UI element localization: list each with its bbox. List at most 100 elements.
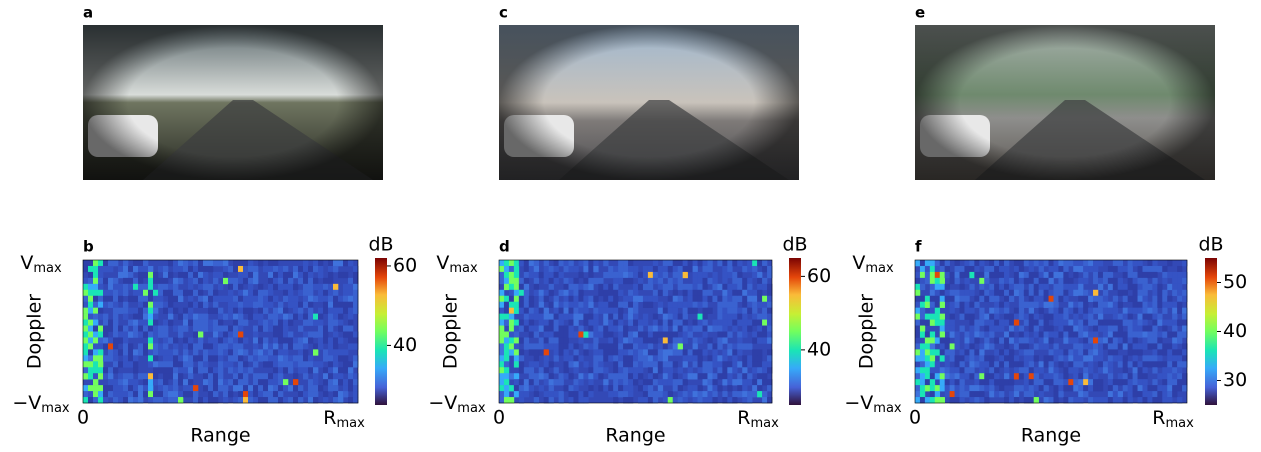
- heatmap-cell: [1004, 373, 1009, 379]
- heatmap-cell: [509, 397, 514, 403]
- heatmap-cell: [198, 260, 203, 266]
- heatmap-cell: [683, 349, 688, 355]
- heatmap-cell: [238, 266, 243, 272]
- heatmap-cell: [333, 302, 338, 308]
- heatmap-cell: [742, 308, 747, 314]
- heatmap-cell: [1019, 332, 1024, 338]
- heatmap-cell: [925, 272, 930, 278]
- colorbar-tick-label: 30: [1223, 369, 1247, 391]
- heatmap-cell: [964, 385, 969, 391]
- heatmap-cell: [283, 296, 288, 302]
- heatmap-cell: [268, 397, 273, 403]
- heatmap-cell: [583, 260, 588, 266]
- heatmap-cell: [113, 314, 118, 320]
- heatmap-cell: [1157, 266, 1162, 272]
- heatmap-cell: [534, 290, 539, 296]
- heatmap-cell: [524, 385, 529, 391]
- heatmap-cell: [1103, 290, 1108, 296]
- heatmap-cell: [123, 308, 128, 314]
- heatmap-cell: [643, 391, 648, 397]
- heatmap-cell: [698, 296, 703, 302]
- heatmap-cell: [598, 385, 603, 391]
- heatmap-cell: [608, 302, 613, 308]
- heatmap-cell: [915, 296, 920, 302]
- heatmap-cell: [499, 266, 504, 272]
- heatmap-cell: [703, 278, 708, 284]
- heatmap-cell: [742, 326, 747, 332]
- heatmap-cell: [1167, 355, 1172, 361]
- heatmap-cell: [668, 391, 673, 397]
- heatmap-cell: [173, 337, 178, 343]
- heatmap-cell: [173, 284, 178, 290]
- heatmap-cell: [123, 278, 128, 284]
- heatmap-cell: [989, 260, 994, 266]
- heatmap-cell: [1083, 385, 1088, 391]
- heatmap-cell: [163, 326, 168, 332]
- heatmap-cell: [1098, 349, 1103, 355]
- heatmap-cell: [678, 367, 683, 373]
- heatmap-cell: [238, 320, 243, 326]
- heatmap-cell: [1142, 361, 1147, 367]
- heatmap-cell: [757, 379, 762, 385]
- heatmap-cell: [767, 296, 772, 302]
- heatmap-cell: [920, 296, 925, 302]
- heatmap-cell: [138, 290, 143, 296]
- heatmap-cell: [999, 284, 1004, 290]
- heatmap-cell: [989, 361, 994, 367]
- heatmap-cell: [608, 308, 613, 314]
- heatmap-cell: [598, 308, 603, 314]
- heatmap-cell: [499, 272, 504, 278]
- heatmap-cell: [717, 314, 722, 320]
- heatmap-cell: [643, 296, 648, 302]
- heatmap-cell: [1138, 272, 1143, 278]
- heatmap-cell: [93, 337, 98, 343]
- heatmap-cell: [148, 290, 153, 296]
- heatmap-cell: [549, 385, 554, 391]
- heatmap-cell: [193, 343, 198, 349]
- heatmap-cell: [173, 379, 178, 385]
- heatmap-cell: [1039, 391, 1044, 397]
- heatmap-cell: [118, 379, 123, 385]
- heatmap-cell: [583, 296, 588, 302]
- heatmap-cell: [1029, 337, 1034, 343]
- heatmap-cell: [737, 308, 742, 314]
- heatmap-cell: [762, 266, 767, 272]
- heatmap-cell: [920, 361, 925, 367]
- heatmap-cell: [1009, 284, 1014, 290]
- heatmap-cell: [930, 332, 935, 338]
- heatmap-cell: [1167, 332, 1172, 338]
- heatmap-cell: [499, 361, 504, 367]
- heatmap-cell: [328, 260, 333, 266]
- heatmap-cell: [915, 379, 920, 385]
- heatmap-cell: [618, 308, 623, 314]
- heatmap-cell: [930, 373, 935, 379]
- heatmap-cell: [263, 302, 268, 308]
- heatmap-cell: [698, 337, 703, 343]
- heatmap-cell: [960, 314, 965, 320]
- heatmap-cell: [1073, 320, 1078, 326]
- heatmap-cell: [915, 397, 920, 403]
- heatmap-cell: [1093, 290, 1098, 296]
- heatmap-cell: [979, 373, 984, 379]
- heatmap-cell: [213, 367, 218, 373]
- heatmap-cell: [668, 260, 673, 266]
- heatmap-cell: [1093, 397, 1098, 403]
- heatmap-cell: [925, 397, 930, 403]
- heatmap-cell: [999, 355, 1004, 361]
- heatmap-cell: [243, 302, 248, 308]
- heatmap-cell: [1123, 308, 1128, 314]
- heatmap-cell: [1113, 284, 1118, 290]
- heatmap-cell: [554, 367, 559, 373]
- heatmap-cell: [138, 302, 143, 308]
- heatmap-cell: [504, 349, 509, 355]
- heatmap-cell: [564, 290, 569, 296]
- heatmap-cell: [603, 290, 608, 296]
- heatmap-cell: [168, 337, 173, 343]
- heatmap-cell: [979, 349, 984, 355]
- heatmap-cell: [930, 266, 935, 272]
- heatmap-cell: [1073, 260, 1078, 266]
- heatmap-cell: [198, 284, 203, 290]
- heatmap-cell: [1073, 361, 1078, 367]
- heatmap-cell: [163, 355, 168, 361]
- heatmap-cell: [1118, 320, 1123, 326]
